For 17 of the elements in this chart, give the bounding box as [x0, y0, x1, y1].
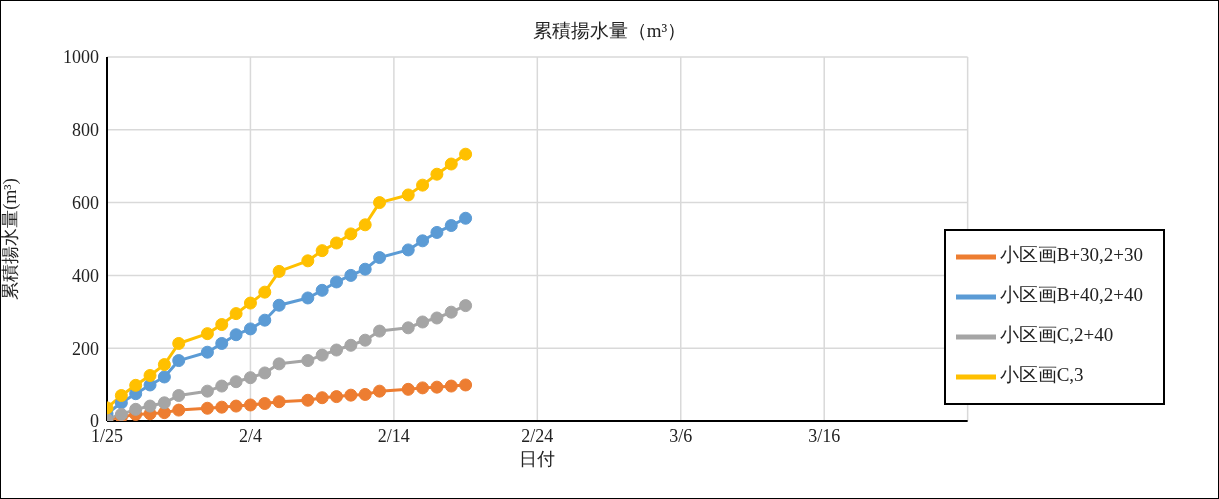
y-tick-label: 800 [72, 120, 99, 141]
legend-label: 小区画B+30,2+30 [999, 244, 1143, 266]
chart-title: 累積揚水量（m³） [531, 19, 688, 43]
x-tick-label: 3/6 [669, 425, 693, 446]
x-tick-label: 2/14 [377, 425, 410, 446]
legend-label: 小区画C,3 [999, 364, 1084, 386]
x-axis-title: 日付 [519, 449, 556, 469]
legend-label: 小区画B+40,2+40 [999, 284, 1143, 306]
y-tick-label: 600 [72, 192, 99, 213]
x-tick-label: 2/24 [521, 425, 554, 446]
y-tick-label: 1000 [63, 47, 99, 68]
y-axis-title: 累積揚水量(m³) [0, 178, 22, 300]
y-tick-label: 400 [72, 265, 99, 286]
legend-label: 小区画C,2+40 [999, 324, 1114, 346]
x-tick-label: 2/4 [238, 425, 262, 446]
x-tick-label: 3/16 [808, 425, 841, 446]
y-tick-label: 200 [72, 338, 99, 359]
